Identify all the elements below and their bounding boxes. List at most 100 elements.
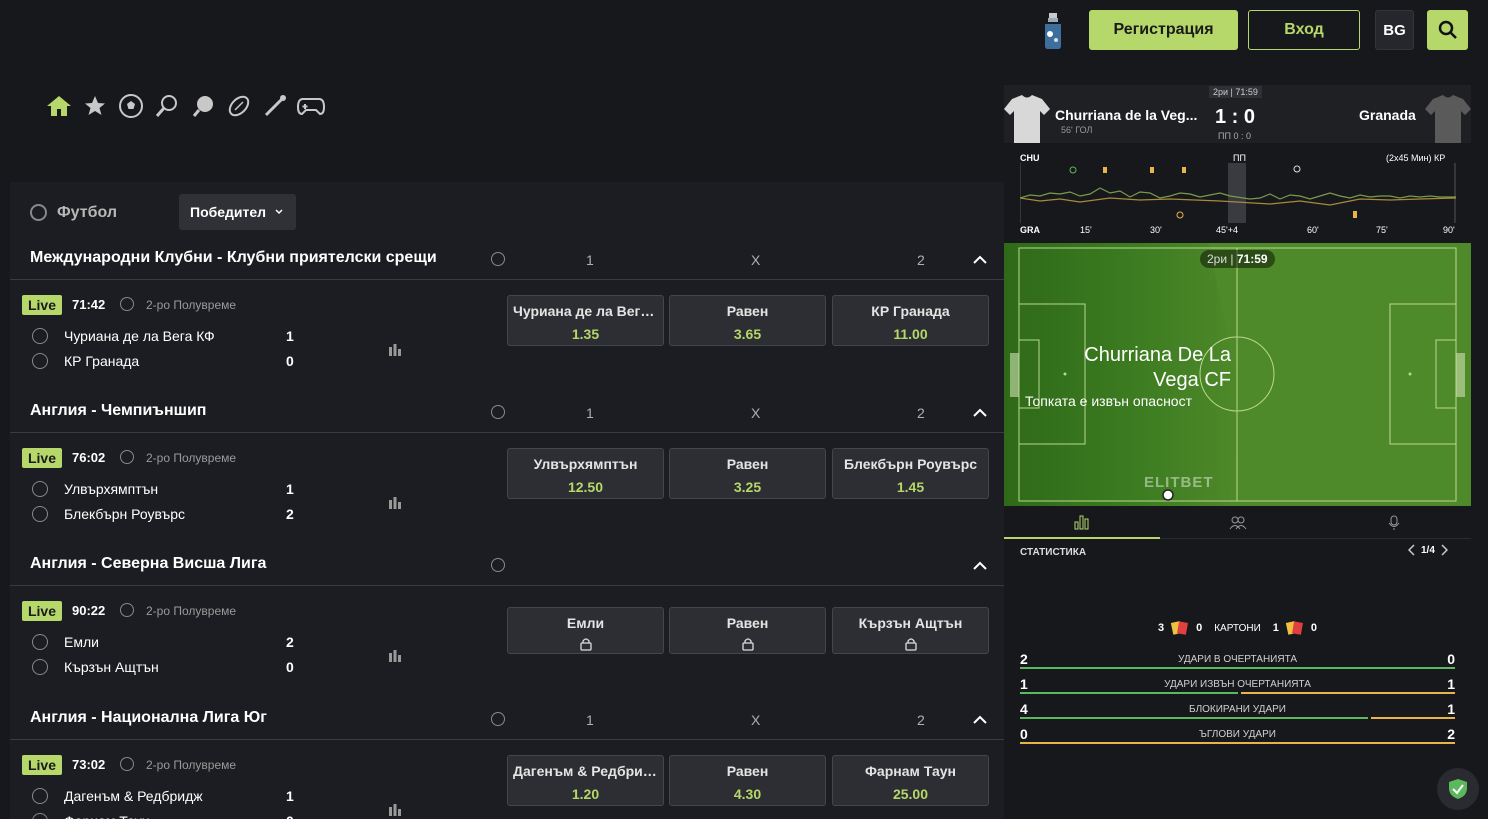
stat-label: БЛОКИРАНИ УДАРИ — [1189, 704, 1286, 715]
cards-icon — [1170, 621, 1189, 635]
ht-label: ПП — [1233, 153, 1246, 163]
league-name: Англия - Национална Лига Юг — [30, 709, 267, 726]
odds-button[interactable]: Равен 3.25 — [669, 448, 826, 499]
soccer-icon[interactable] — [117, 92, 145, 120]
badminton-icon[interactable] — [261, 92, 289, 120]
odds-button[interactable]: Емли — [507, 607, 664, 654]
stat-home-value: 4 — [1020, 701, 1028, 717]
home-code: CHU — [1020, 153, 1040, 163]
league-info-icon[interactable] — [491, 405, 505, 419]
pitch-clock-period: 2ри — [1207, 252, 1228, 266]
league-header: Англия - Чемпиъншип 1 X 2 — [10, 393, 1004, 433]
league-info-icon[interactable] — [491, 558, 505, 572]
odds-label: Равен — [726, 615, 769, 631]
events-panel: Футбол Победител Международни Клубни - К… — [10, 182, 1004, 819]
stat-home-value: 2 — [1020, 651, 1028, 667]
stat-away-value: 0 — [1447, 651, 1455, 667]
away-score: 0 — [286, 813, 294, 819]
market-select[interactable]: Победител — [179, 194, 296, 230]
odds-button[interactable]: Фарнам Таун 25.00 — [832, 755, 989, 806]
stat-home-bar — [1020, 717, 1368, 719]
odds-value: 25.00 — [892, 786, 929, 802]
bottle-logo-icon — [1040, 12, 1066, 50]
chevron-left-icon[interactable] — [1408, 544, 1416, 556]
away-shirt-icon — [1425, 95, 1471, 143]
tab-commentary[interactable] — [1316, 506, 1471, 539]
language-selector[interactable]: BG — [1375, 10, 1414, 50]
register-button[interactable]: Регистрация — [1089, 10, 1238, 50]
tab-lineups[interactable] — [1160, 506, 1316, 539]
half-time-score: ПП 0 : 0 — [1218, 131, 1251, 141]
chevron-up-icon[interactable] — [972, 252, 988, 268]
stat-away-bar — [1241, 692, 1455, 694]
chevron-up-icon[interactable] — [972, 712, 988, 728]
esports-icon[interactable] — [297, 92, 325, 120]
star-icon[interactable] — [81, 92, 109, 120]
chevron-down-icon — [275, 209, 283, 215]
home-yellow-count: 3 — [1157, 622, 1165, 634]
tracker-tabs — [1004, 506, 1471, 539]
odds-value: 1.35 — [571, 326, 600, 342]
odds-label: Равен — [726, 763, 769, 779]
stat-away-bar — [1371, 717, 1455, 719]
away-yellow-count: 1 — [1272, 622, 1279, 634]
momentum-tick: 75' — [1376, 225, 1388, 235]
odds-button[interactable]: Улвърхямптън 12.50 — [507, 448, 664, 499]
stat-row: 1 УДАРИ ИЗВЪН ОЧЕРТАНИЯТА 1 — [1020, 676, 1455, 698]
odds-button[interactable]: Равен 4.30 — [669, 755, 826, 806]
cards-label: КАРТОНИ — [1214, 622, 1261, 634]
away-score: 0 — [286, 659, 294, 675]
odds-button[interactable]: Равен 3.65 — [669, 295, 826, 346]
match-row[interactable]: Live 90:22 2-ро Полувреме Емли 2 Кързън … — [10, 587, 1004, 701]
stat-label: ЪГЛОВИ УДАРИ — [1199, 729, 1276, 740]
away-team-crest-icon — [32, 353, 48, 369]
match-row[interactable]: Live 73:02 2-ро Полувреме Дагенъм & Редб… — [10, 741, 1004, 819]
match-score: 1 : 0 — [1215, 106, 1256, 128]
chevron-right-icon[interactable] — [1440, 544, 1448, 556]
stats-icon[interactable] — [388, 344, 402, 356]
away-code: GRA — [1020, 225, 1040, 235]
home-icon[interactable] — [45, 92, 73, 120]
stats-title: СТАТИСТИКА — [1020, 547, 1087, 558]
odds-label: Равен — [726, 303, 769, 319]
odds-value: 12.50 — [567, 479, 604, 495]
odds-button[interactable]: Кързън Ащтън — [832, 607, 989, 654]
match-row[interactable]: Live 71:42 2-ро Полувреме Чуриана де ла … — [10, 281, 1004, 395]
tab-stats[interactable] — [1004, 506, 1160, 539]
stats-icon[interactable] — [388, 804, 402, 816]
league-info-icon[interactable] — [491, 252, 505, 266]
momentum-ticks: 15' 30' 45'+4 60' 75' 90' — [1020, 225, 1456, 237]
stat-row: 0 ЪГЛОВИ УДАРИ 2 — [1020, 726, 1455, 748]
tennis-icon[interactable] — [153, 92, 181, 120]
odds-button[interactable]: Чуриана де ла Вега КФ 1.35 — [507, 295, 664, 346]
odds-button[interactable]: КР Гранада 11.00 — [832, 295, 989, 346]
login-button[interactable]: Вход — [1248, 10, 1360, 50]
stats-icon[interactable] — [388, 650, 402, 662]
home-score: 1 — [286, 788, 294, 804]
match-time: 73:02 — [72, 757, 106, 772]
search-button[interactable] — [1427, 10, 1468, 50]
microphone-icon — [1388, 515, 1399, 530]
away-red-count: 0 — [1310, 622, 1318, 634]
match-row[interactable]: Live 76:02 2-ро Полувреме Улвърхямптън 1… — [10, 434, 1004, 548]
chevron-up-icon[interactable] — [972, 405, 988, 421]
pitch-clock: 2ри | 71:59 — [1200, 250, 1275, 268]
scoreboard: Churriana de la Veg... 56' ГОЛ 2ри | 71:… — [1004, 85, 1471, 143]
home-red-count: 0 — [1196, 622, 1203, 634]
stats-icon[interactable] — [388, 497, 402, 509]
odds-button[interactable]: Блекбърн Роувърс 1.45 — [832, 448, 989, 499]
chevron-up-icon[interactable] — [972, 558, 988, 574]
odds-button[interactable]: Равен — [669, 607, 826, 654]
league-info-icon[interactable] — [491, 712, 505, 726]
col-1-label: 1 — [586, 712, 594, 728]
odds-label: Фарнам Таун — [864, 763, 956, 779]
odds-button[interactable]: Дагенъм & Редбридж 1.20 — [507, 755, 664, 806]
table-tennis-icon[interactable] — [189, 92, 217, 120]
home-team-crest-icon — [32, 634, 48, 650]
rugby-icon[interactable] — [225, 92, 253, 120]
soccer-icon — [120, 450, 134, 464]
lock-icon — [741, 638, 754, 651]
security-badge[interactable] — [1437, 768, 1479, 810]
odds-label: Равен — [726, 456, 769, 472]
soccer-icon — [120, 297, 134, 311]
